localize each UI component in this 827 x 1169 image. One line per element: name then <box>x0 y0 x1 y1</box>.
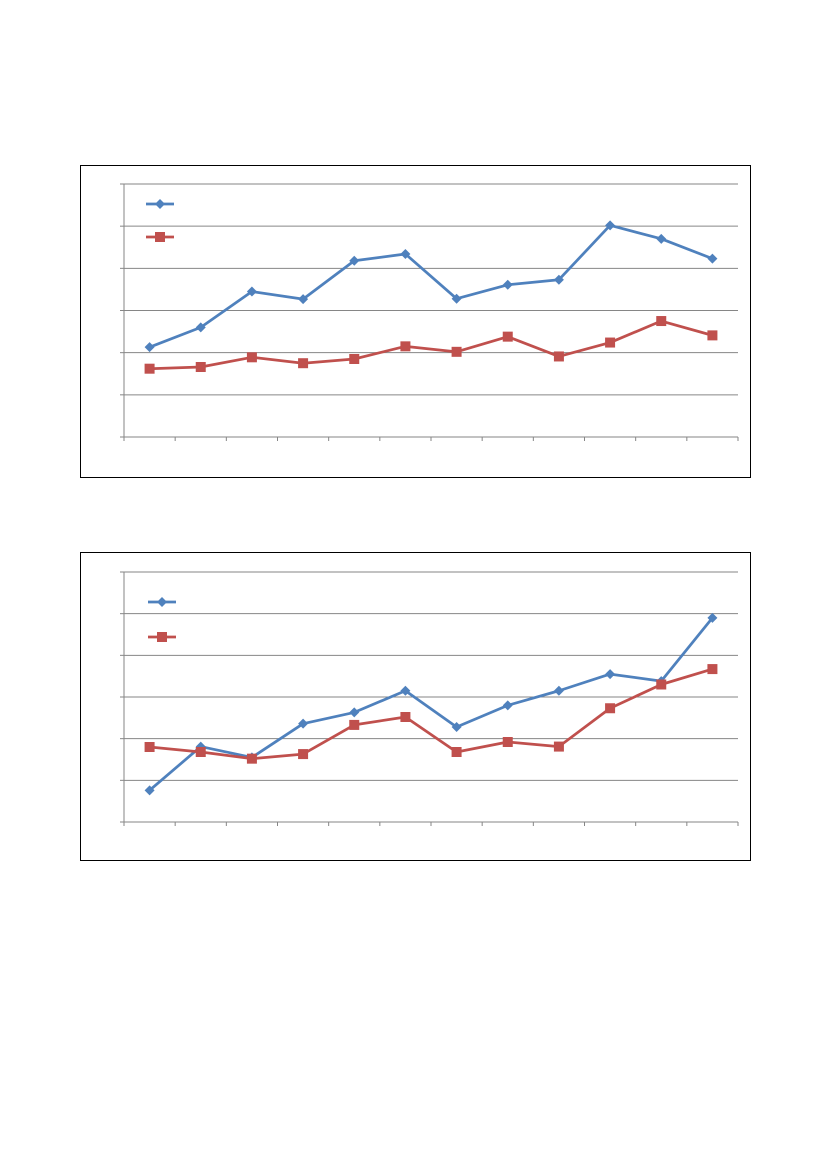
chart-2-series-2-point <box>656 679 667 690</box>
chart-2-series-1-point <box>298 718 309 729</box>
chart-2-series-2-point <box>195 747 206 757</box>
chart-1-series-1-point <box>349 255 360 266</box>
line-chart-2 <box>120 571 739 826</box>
chart-1 <box>80 165 751 478</box>
chart-2-series-2-point <box>553 741 564 752</box>
chart-2-series-2-point <box>144 742 155 752</box>
chart-1-series-2-point <box>195 362 206 373</box>
legend-1-swatch-marker <box>155 199 165 209</box>
chart-1-series-1-line <box>149 223 713 349</box>
chart-1-series-1-point <box>451 293 462 304</box>
chart-2-series-2-point <box>451 747 462 757</box>
chart-2-series-1-point <box>502 700 513 711</box>
legend-2-swatch-marker <box>157 632 167 642</box>
legend-2-swatch-marker <box>155 232 165 242</box>
chart-2-series-2-point <box>400 712 411 722</box>
legend-1-swatch-marker <box>157 597 167 607</box>
chart-1-series-2-point <box>502 331 513 342</box>
chart-1-series-2-point <box>656 316 667 327</box>
chart-1-series-2-point <box>349 353 360 364</box>
chart-2-series-1-point <box>553 685 564 696</box>
chart-1-series-2-point <box>144 363 155 374</box>
chart-2-series-1-point <box>144 785 155 796</box>
chart-1-series-2-point <box>707 330 718 341</box>
chart-2-series-1-point <box>605 669 616 680</box>
chart-1-series-2-point <box>298 358 309 369</box>
chart-1-series-1-point <box>707 253 718 264</box>
chart-1-series-1-point <box>605 220 616 231</box>
chart-2-series-2-point <box>349 719 360 730</box>
chart-2-series-2-point <box>707 664 718 675</box>
chart-1-series-1-point <box>553 274 564 285</box>
chart-2-series-1-point <box>451 722 462 732</box>
chart-2-series-2-point <box>298 749 309 760</box>
chart-2-series-2-line <box>149 667 713 761</box>
chart-1-series-1-point <box>400 248 411 259</box>
chart-1-series-2-point <box>451 346 462 357</box>
chart-2-series-2-point <box>605 703 616 714</box>
chart-1-series-2-point <box>400 341 411 352</box>
chart-2-series-1-point <box>707 612 718 623</box>
chart-1-series-2-point <box>246 352 257 363</box>
chart-1-series-2-point <box>553 351 564 362</box>
chart-1-series-2-line <box>149 319 713 371</box>
chart-2-series-1-point <box>400 685 411 696</box>
chart-1-series-1-point <box>502 279 513 290</box>
chart-2-series-1-line <box>148 616 714 792</box>
chart-1-series-1-point <box>195 322 206 333</box>
chart-1-series-1-point <box>144 342 155 353</box>
chart-1-series-2-point <box>605 337 616 348</box>
chart-1-series-1-point <box>656 233 667 244</box>
chart-2-series-2-point <box>246 753 257 764</box>
chart-1-series-1-point <box>246 286 257 297</box>
line-chart-1 <box>120 183 739 441</box>
chart-2-series-1-point <box>349 707 360 718</box>
chart-1-series-1-point <box>298 294 309 305</box>
chart-2-series-2-point <box>502 737 513 747</box>
chart-2 <box>80 552 751 861</box>
